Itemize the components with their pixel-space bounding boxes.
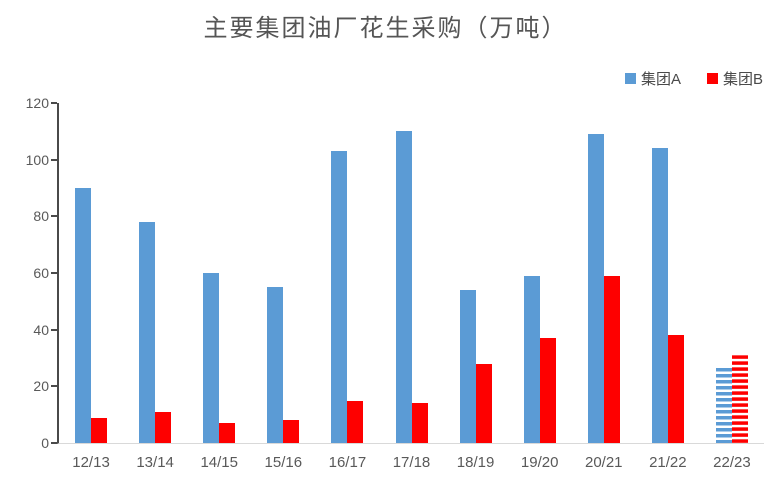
bar-series-b <box>347 400 364 443</box>
bar-series-a <box>75 188 92 443</box>
legend-swatch-icon <box>706 73 718 84</box>
legend-label: 集团A <box>640 71 681 88</box>
bar-series-a <box>331 151 348 443</box>
y-axis-tick-label: 100 <box>25 151 49 168</box>
bar-series-b-forecast <box>731 355 748 443</box>
y-axis-tick-label: 20 <box>33 378 49 395</box>
legend: 集团A 集团B <box>624 68 763 89</box>
legend-swatch-icon <box>624 73 636 84</box>
x-axis-tick-label: 12/13 <box>72 454 110 471</box>
y-axis-tick-label: 120 <box>25 95 49 111</box>
bar-series-b <box>155 411 172 443</box>
y-axis-tick-label: 40 <box>33 321 49 338</box>
bar-series-b <box>667 335 684 443</box>
x-axis-tick-label: 16/17 <box>328 454 367 471</box>
bar-series-b <box>411 403 428 443</box>
bar-series-a <box>651 148 668 443</box>
y-axis-tick-mark <box>51 328 57 331</box>
chart-title: 主要集团油厂花生采购（万吨） <box>203 16 568 42</box>
bar-series-b <box>475 363 492 443</box>
x-axis-tick-label: 14/15 <box>200 454 238 471</box>
legend-item-series-a: 集团A <box>624 68 681 89</box>
bar-series-a <box>203 273 220 443</box>
y-axis-tick-mark <box>51 102 57 104</box>
y-axis-tick-mark <box>51 272 57 274</box>
x-axis-tick-label: 13/14 <box>136 454 174 471</box>
y-axis-tick-mark <box>51 215 57 218</box>
y-axis-tick-mark <box>51 158 57 161</box>
bar-series-a-forecast <box>715 366 732 443</box>
x-axis-tick-label: 20/21 <box>584 454 623 471</box>
y-axis-tick-mark <box>51 442 57 444</box>
bar-series-b <box>603 275 620 443</box>
legend-item-series-b: 集团B <box>706 68 763 89</box>
x-axis-tick-label: 17/18 <box>392 454 431 471</box>
legend-label: 集团B <box>722 71 763 88</box>
bar-series-b <box>539 338 556 443</box>
bar-series-b <box>283 420 300 443</box>
y-axis-tick-label: 60 <box>33 265 49 281</box>
y-axis-tick-label: 80 <box>33 208 49 225</box>
plot-area: 0 20 40 60 80 100 120 12/13 13/14 14/15 15/16 16/17… <box>26 95 764 471</box>
y-axis-tick-label: 0 <box>41 435 49 451</box>
bar-series-a <box>523 275 540 443</box>
x-axis-tick-label: 15/16 <box>264 454 303 471</box>
bar-series-a <box>267 287 284 443</box>
y-axis-tick-mark <box>51 385 57 388</box>
x-axis-tick-label: 19/20 <box>520 454 559 471</box>
bar-series-a <box>459 290 476 443</box>
x-axis-tick-label: 18/19 <box>456 454 495 471</box>
bar-series-a <box>395 131 412 443</box>
bar-series-b <box>219 423 236 443</box>
bar-series-a <box>587 134 604 443</box>
x-axis-tick-label: 21/22 <box>649 454 687 471</box>
bar-series-b <box>91 417 108 443</box>
bar-series-a <box>139 222 156 443</box>
x-axis-tick-label: 22/23 <box>713 454 751 471</box>
